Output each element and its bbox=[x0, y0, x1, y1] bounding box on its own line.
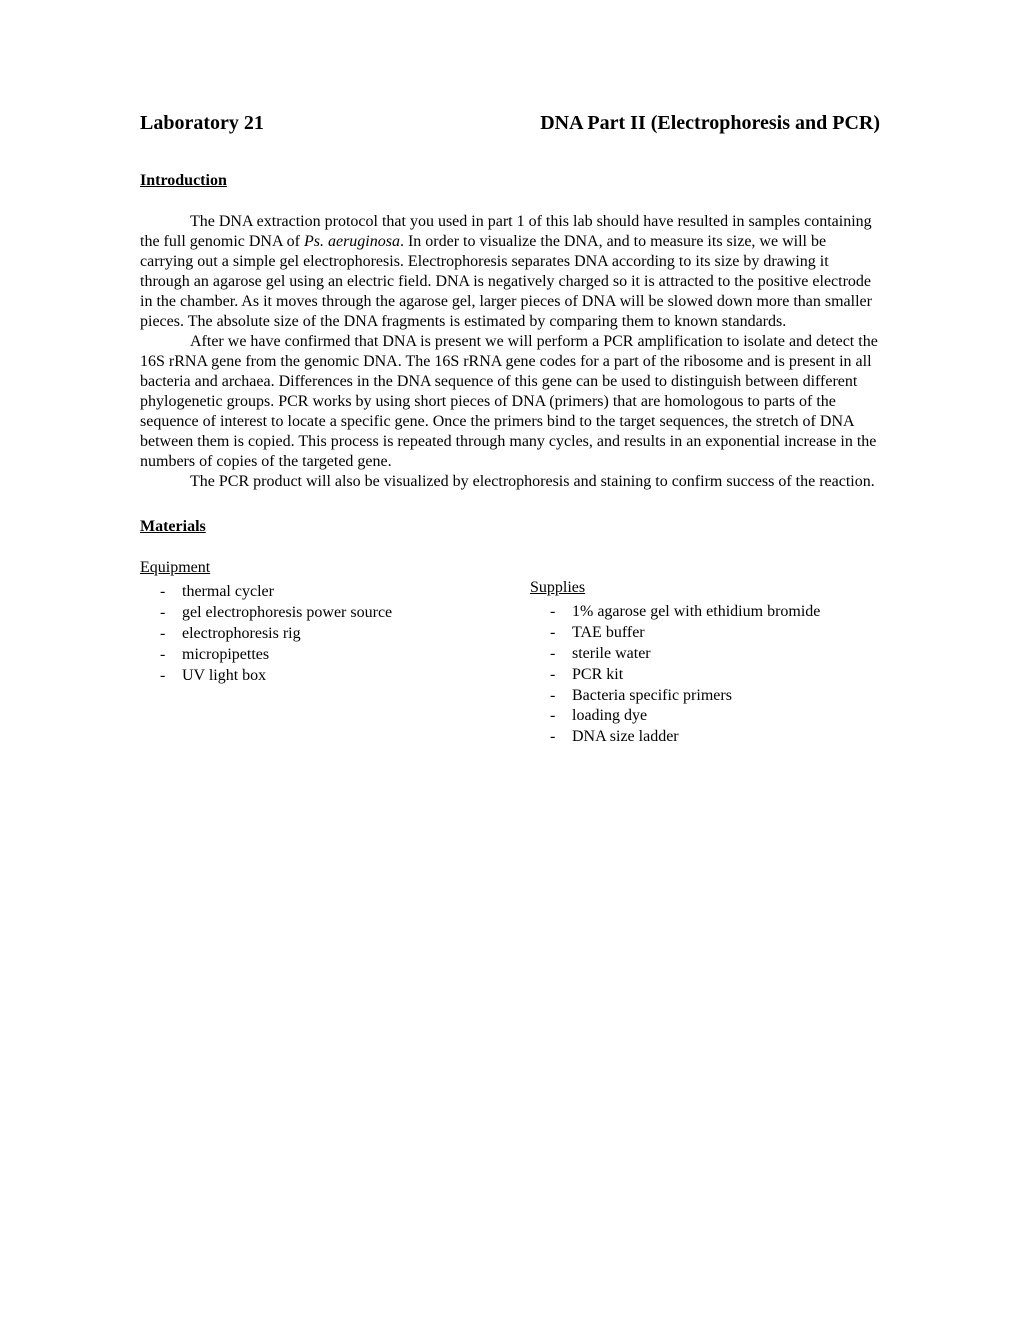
list-item: PCR kit bbox=[550, 665, 880, 686]
equipment-list: thermal cycler gel electrophoresis power… bbox=[140, 582, 490, 686]
list-item: DNA size ladder bbox=[550, 727, 880, 748]
equipment-heading: Equipment bbox=[140, 558, 490, 579]
list-item: micropipettes bbox=[160, 645, 490, 666]
title-row: Laboratory 21 DNA Part II (Electrophores… bbox=[140, 110, 880, 136]
lab-number: Laboratory 21 bbox=[140, 110, 264, 136]
intro-paragraph-2: After we have confirmed that DNA is pres… bbox=[140, 332, 880, 472]
list-item: loading dye bbox=[550, 706, 880, 727]
intro-paragraph-1: The DNA extraction protocol that you use… bbox=[140, 212, 880, 332]
intro-paragraph-3: The PCR product will also be visualized … bbox=[140, 472, 880, 492]
introduction-heading: Introduction bbox=[140, 171, 880, 192]
list-item: Bacteria specific primers bbox=[550, 686, 880, 707]
supplies-heading: Supplies bbox=[530, 578, 880, 599]
list-item: sterile water bbox=[550, 644, 880, 665]
list-item: TAE buffer bbox=[550, 623, 880, 644]
introduction-body: The DNA extraction protocol that you use… bbox=[140, 212, 880, 492]
list-item: 1% agarose gel with ethidium bromide bbox=[550, 602, 880, 623]
materials-columns: Equipment thermal cycler gel electrophor… bbox=[140, 558, 880, 748]
supplies-column: Supplies 1% agarose gel with ethidium br… bbox=[530, 558, 880, 748]
organism-name: Ps. aeruginosa bbox=[304, 233, 400, 250]
equipment-column: Equipment thermal cycler gel electrophor… bbox=[140, 558, 490, 748]
supplies-list: 1% agarose gel with ethidium bromide TAE… bbox=[530, 602, 880, 748]
lab-title: DNA Part II (Electrophoresis and PCR) bbox=[540, 110, 880, 136]
list-item: gel electrophoresis power source bbox=[160, 603, 490, 624]
list-item: electrophoresis rig bbox=[160, 624, 490, 645]
list-item: thermal cycler bbox=[160, 582, 490, 603]
list-item: UV light box bbox=[160, 666, 490, 687]
materials-heading: Materials bbox=[140, 517, 880, 538]
